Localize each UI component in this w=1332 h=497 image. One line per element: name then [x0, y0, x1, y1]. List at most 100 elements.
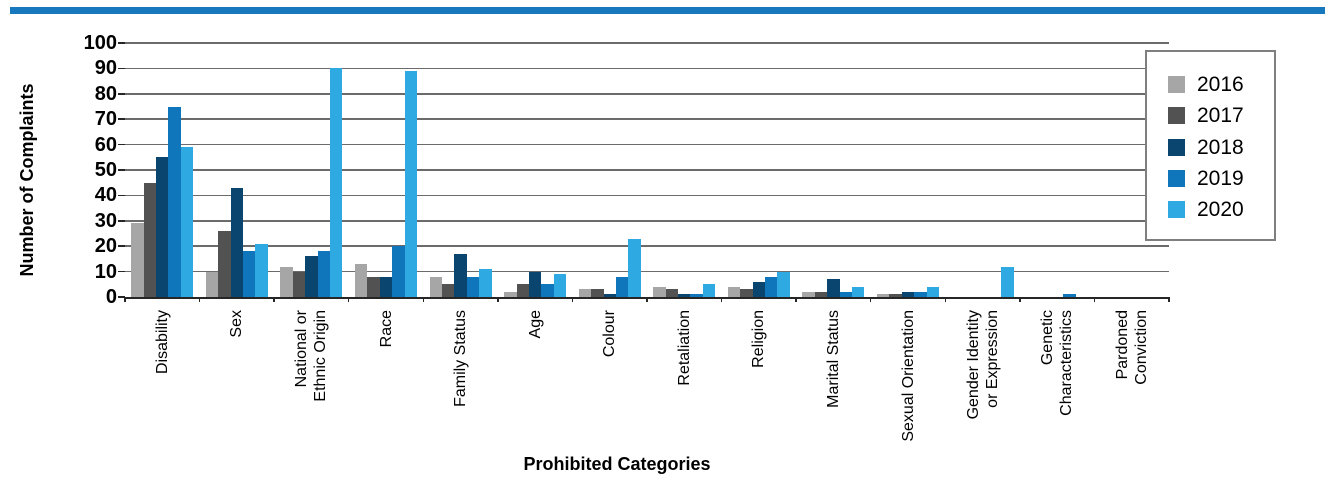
bar-2020-0: [180, 147, 194, 297]
bar-2020-6: [628, 238, 641, 297]
bar-2019-5: [541, 284, 554, 297]
x-tick-mark: [198, 297, 201, 302]
x-tick-mark: [497, 297, 499, 302]
legend-label: 2016: [1197, 73, 1244, 96]
gridline: [125, 67, 1169, 70]
legend-label: 2018: [1197, 135, 1244, 159]
bar-2016-5: [504, 291, 517, 297]
y-tick-label: 60: [94, 133, 117, 156]
x-tick-mark: [944, 297, 947, 302]
y-tick-label: 100: [83, 32, 117, 54]
y-tick-label: 30: [94, 209, 117, 232]
bar-2016-8: [727, 286, 741, 297]
x-category-label: Genetic Characteristics: [1039, 310, 1076, 416]
gridline: [125, 270, 1169, 273]
bar-2016-1: [205, 271, 219, 297]
y-tick-mark: [118, 118, 125, 120]
gridline: [125, 194, 1169, 197]
bar-2020-10: [926, 286, 939, 297]
x-axis-line: [125, 297, 1169, 299]
x-category-label: Retaliation: [675, 310, 693, 386]
bar-2019-3: [392, 246, 405, 297]
bar-2017-3: [367, 276, 380, 297]
gridline: [125, 118, 1169, 120]
gridline: [125, 93, 1169, 95]
y-tick-label: 20: [94, 235, 117, 258]
y-tick-mark: [118, 270, 125, 273]
bar-2019-9: [839, 291, 853, 297]
y-tick-label: 40: [94, 184, 117, 207]
bar-2017-4: [441, 284, 455, 297]
bar-2020-5: [553, 274, 567, 297]
legend-label: 2019: [1197, 166, 1244, 190]
y-tick-mark: [118, 296, 125, 298]
legend-label: 2020: [1197, 198, 1244, 221]
top-accent-bar: [10, 7, 1325, 14]
x-tick-mark: [646, 297, 648, 302]
bar-2017-10: [889, 294, 902, 297]
x-category-label: Age: [526, 310, 544, 339]
bar-2019-6: [615, 276, 629, 297]
gridline: [125, 143, 1169, 146]
legend-entry-2020: 2020: [1147, 199, 1274, 220]
bar-2016-0: [131, 223, 144, 297]
x-tick-mark: [869, 297, 872, 302]
x-tick-mark: [273, 297, 275, 302]
bar-2017-5: [516, 284, 529, 297]
bar-2020-7: [702, 284, 716, 297]
x-tick-mark: [1019, 297, 1021, 302]
x-tick-mark: [720, 297, 723, 302]
y-tick-label: 80: [94, 82, 117, 105]
bar-2019-1: [243, 251, 256, 297]
bar-2019-4: [466, 276, 480, 297]
bar-2017-8: [740, 289, 753, 297]
bar-2016-10: [877, 294, 890, 297]
x-category-label: Gender Identity or Expression: [964, 310, 1001, 420]
bar-2018-8: [752, 281, 766, 297]
bar-2019-2: [317, 251, 331, 297]
y-tick-mark: [118, 93, 125, 95]
bar-2020-4: [479, 269, 492, 297]
bar-2018-1: [230, 187, 244, 297]
bar-2020-9: [852, 286, 865, 297]
bar-2018-10: [901, 291, 915, 297]
legend-swatch-icon: [1168, 107, 1185, 125]
bar-2016-2: [280, 266, 293, 297]
x-tick-mark: [1168, 297, 1170, 302]
bar-2019-12: [1063, 294, 1076, 297]
bar-2017-1: [218, 230, 231, 297]
x-tick-mark: [347, 297, 350, 302]
gridline: [125, 42, 1169, 44]
bar-2019-0: [168, 106, 181, 297]
bar-2016-4: [429, 276, 442, 297]
legend-entry-2018: 2018: [1147, 137, 1274, 158]
x-category-label: Disability: [153, 310, 171, 375]
legend-swatch-icon: [1168, 76, 1185, 93]
bar-2018-3: [379, 276, 393, 297]
bar-2017-0: [143, 182, 157, 297]
legend-swatch-icon: [1168, 169, 1185, 187]
x-axis-title: Prohibited Categories: [523, 454, 711, 474]
bar-2016-6: [578, 289, 592, 297]
bar-2018-7: [678, 294, 691, 297]
bar-2020-8: [777, 271, 790, 297]
y-tick-label: 90: [94, 57, 117, 80]
x-tick-mark: [795, 297, 797, 302]
y-tick-label: 50: [94, 159, 117, 181]
y-tick-mark: [118, 220, 125, 222]
y-tick-label: 70: [94, 108, 117, 131]
bar-2017-7: [665, 289, 679, 297]
bar-2017-6: [591, 289, 604, 297]
bar-2016-9: [802, 291, 815, 297]
y-tick-mark: [118, 143, 125, 146]
legend-swatch-icon: [1168, 138, 1185, 156]
gridline: [125, 220, 1169, 222]
bar-2018-6: [603, 294, 616, 297]
y-tick-label: 10: [94, 260, 117, 283]
gridline: [125, 169, 1169, 171]
bar-2016-7: [653, 286, 666, 297]
bar-2020-3: [404, 70, 417, 297]
x-category-label: Pardoned Conviction: [1113, 310, 1150, 385]
y-tick-mark: [118, 169, 125, 171]
